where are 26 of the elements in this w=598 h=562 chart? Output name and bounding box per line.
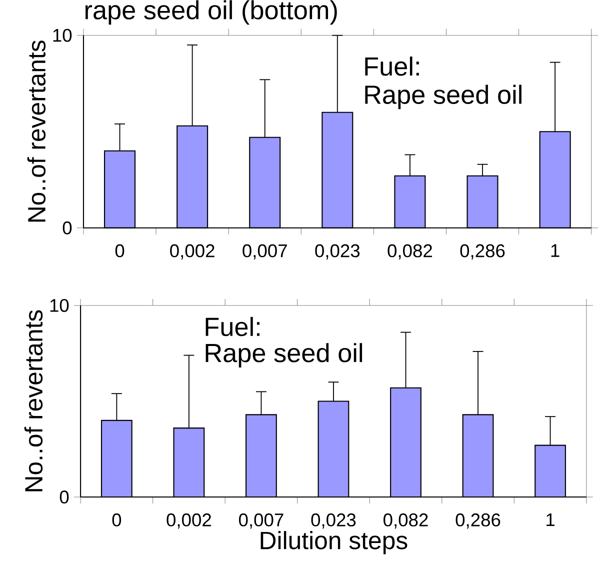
annotation: Fuel: xyxy=(206,317,260,336)
x-tick-label: 0,286 xyxy=(456,513,500,529)
y-axis-title: No..of revertants xyxy=(24,310,43,492)
x-tick-label: 0,082 xyxy=(388,244,432,260)
annotation: Rape seed oil xyxy=(365,84,522,110)
x-tick-label: 0 xyxy=(115,244,124,258)
annotation: Rape seed oil xyxy=(206,343,362,368)
x-tick-label: 0,286 xyxy=(460,244,505,260)
x-axis-title: Dilution steps xyxy=(260,531,408,554)
y-tick-label: 10 xyxy=(53,28,72,42)
x-tick-label: 1 xyxy=(546,514,554,526)
x-tick-label: 0,002 xyxy=(170,244,214,260)
x-tick-label: 0 xyxy=(112,513,122,526)
x-tick-label: 0,023 xyxy=(315,244,360,260)
chart-title: rape seed oil (bottom) xyxy=(86,0,337,25)
x-tick-label: 0,002 xyxy=(166,513,211,529)
y-tick-label: 0 xyxy=(60,490,69,504)
y-axis-title: No..of revertants xyxy=(27,40,46,222)
x-tick-label: 0,007 xyxy=(242,244,287,260)
x-tick-label: 0,023 xyxy=(311,513,356,529)
y-tick-label: 0 xyxy=(62,221,72,234)
x-tick-label: 1 xyxy=(551,244,560,257)
annotation: Fuel: xyxy=(365,56,419,76)
y-tick-label: 10 xyxy=(50,299,69,312)
x-tick-label: 0,007 xyxy=(238,513,284,529)
x-tick-label: 0,082 xyxy=(384,513,428,529)
